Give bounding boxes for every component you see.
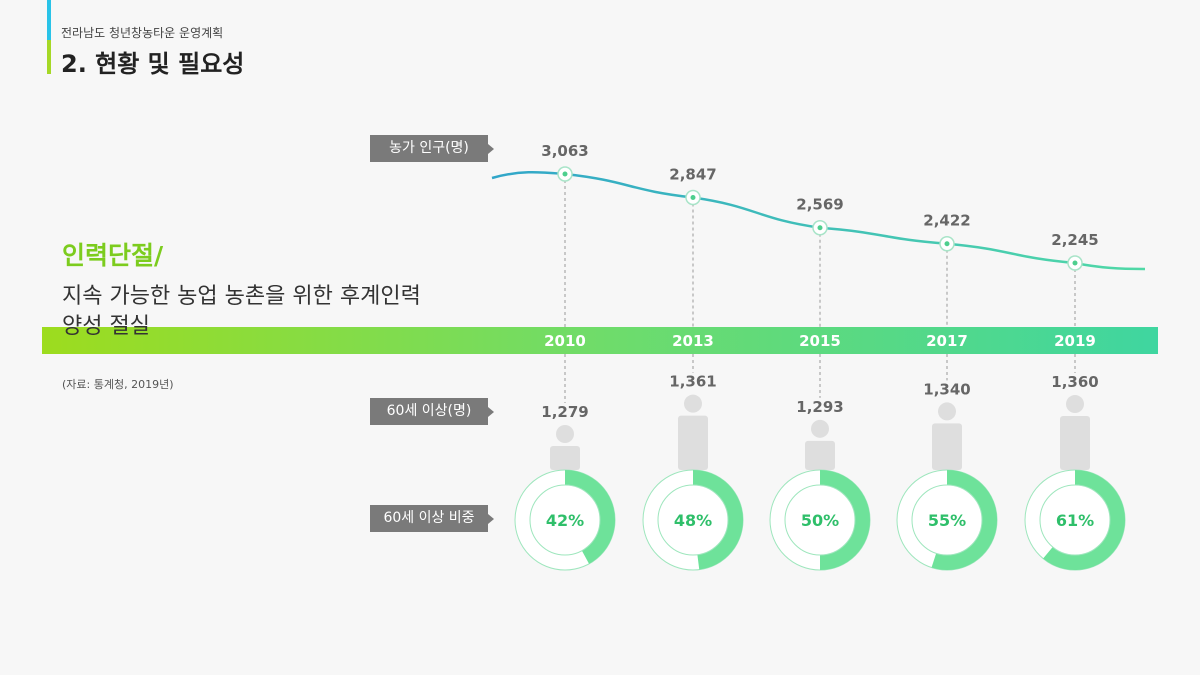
series-label-population: 농가 인구(명) (370, 135, 494, 162)
year-label: 2017 (926, 332, 968, 350)
person-body-icon (1060, 416, 1090, 470)
data-point-dot (562, 171, 568, 177)
headline: 인력단절/ (62, 241, 164, 270)
population-value: 2,422 (923, 212, 970, 230)
document-subtitle: 전라남도 청년창농타운 운영계획 (61, 26, 224, 40)
over60-value: 1,293 (796, 398, 843, 416)
donut-arc (820, 470, 870, 570)
series-label-share: 60세 이상 비중 (370, 505, 494, 532)
share-value: 55% (928, 511, 966, 530)
source-note: (자료: 통계청, 2019년) (62, 378, 174, 391)
person-head-icon (684, 394, 702, 413)
data-point-dot (1072, 260, 1078, 266)
population-value: 2,847 (669, 166, 716, 184)
accent-bar-blue (47, 0, 51, 40)
person-head-icon (811, 419, 829, 438)
year-label: 2010 (544, 332, 586, 350)
data-point-dot (817, 225, 823, 231)
person-body-icon (550, 446, 580, 470)
donut-arc (565, 470, 615, 564)
year-label: 2015 (799, 332, 841, 350)
year-label: 2013 (672, 332, 714, 350)
donut-arc (931, 470, 997, 570)
headline-body: 지속 가능한 농업 농촌을 위한 후계인력 양성 절실 (62, 284, 421, 339)
population-value: 3,063 (541, 142, 588, 160)
data-point-dot (944, 241, 950, 247)
donut-inner-ring (657, 484, 729, 556)
over60-value: 1,279 (541, 403, 588, 421)
population-value: 2,245 (1051, 231, 1098, 249)
donut-inner-ring (1039, 484, 1111, 556)
year-band (42, 327, 1158, 354)
year-label: 2019 (1054, 332, 1096, 350)
page-title: 2. 현황 및 필요성 (61, 50, 245, 78)
person-body-icon (932, 423, 962, 470)
donut-arc (1043, 470, 1125, 570)
population-value: 2,569 (796, 196, 843, 214)
over60-value: 1,360 (1051, 373, 1098, 391)
series-label-over60: 60세 이상(명) (370, 398, 494, 425)
share-value: 48% (674, 511, 712, 530)
share-value: 42% (546, 511, 584, 530)
person-head-icon (938, 402, 956, 421)
accent-bar-green (47, 40, 51, 74)
person-head-icon (1066, 395, 1084, 414)
donut-arc (693, 470, 743, 570)
over60-value: 1,361 (669, 373, 716, 391)
person-head-icon (556, 425, 574, 443)
over60-value: 1,340 (923, 380, 970, 398)
share-value: 50% (801, 511, 839, 530)
donut-inner-ring (784, 484, 856, 556)
person-body-icon (678, 415, 708, 470)
person-body-icon (805, 440, 835, 470)
donut-inner-ring (911, 484, 983, 556)
donut-inner-ring (529, 484, 601, 556)
share-value: 61% (1056, 511, 1094, 530)
data-point-dot (690, 195, 696, 201)
